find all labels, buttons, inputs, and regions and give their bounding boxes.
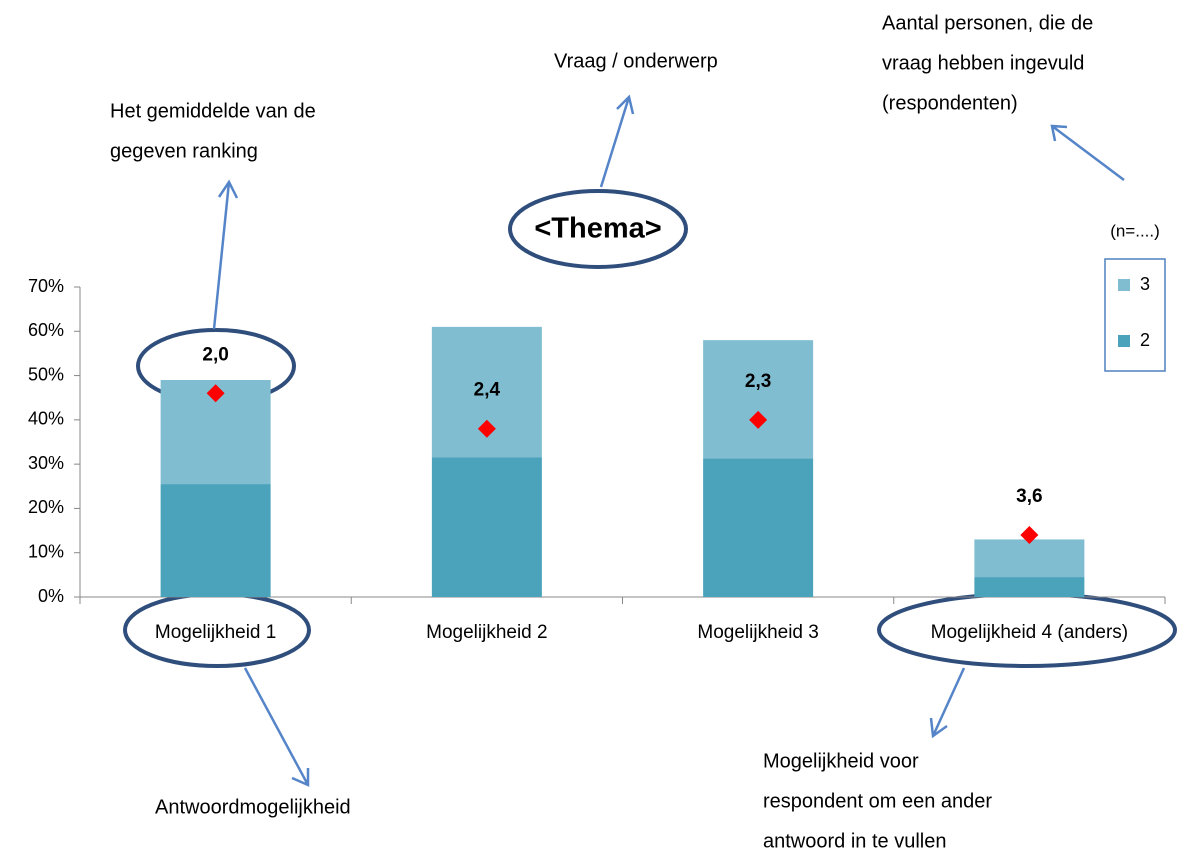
marker — [477, 419, 496, 438]
marker — [749, 410, 768, 429]
y-tick-label: 70% — [28, 276, 64, 296]
legend-label: 2 — [1140, 330, 1150, 350]
y-tick-label: 0% — [38, 586, 64, 606]
marker — [206, 384, 225, 403]
bar-segment — [160, 484, 271, 597]
bar-segment — [974, 539, 1085, 578]
annotation: Mogelijkheid voor — [763, 750, 919, 772]
data-label: 3,6 — [1016, 486, 1042, 507]
y-tick-label: 20% — [28, 497, 64, 517]
annotation: Antwoordmogelijkheid — [155, 796, 351, 818]
y-tick-label: 40% — [28, 409, 64, 429]
x-tick-label: Mogelijkheid 1 — [155, 622, 276, 643]
annotation: Het gemiddelde van de — [110, 100, 316, 122]
legend-swatch — [1118, 279, 1130, 291]
bar-segment — [703, 458, 814, 597]
data-label: 2,0 — [202, 344, 228, 365]
y-tick-label: 10% — [28, 541, 64, 561]
annotation: respondent om een ander — [763, 790, 992, 812]
marker — [1020, 526, 1039, 544]
annotation: Vraag / onderwerp — [554, 50, 718, 72]
legend-label: 3 — [1140, 274, 1150, 294]
y-tick-label: 60% — [28, 320, 64, 340]
bar-segment — [703, 340, 814, 459]
legend-swatch — [1118, 335, 1130, 347]
x-tick-label: Mogelijkheid 2 — [426, 622, 547, 643]
x-tick-label: Mogelijkheid 4 (anders) — [931, 622, 1129, 643]
data-label: 2,3 — [745, 371, 771, 392]
arrows — [212, 94, 1125, 787]
annotation: vraag hebben ingevuld — [882, 52, 1084, 74]
data-label: 2,4 — [474, 380, 501, 401]
chart-title: <Thema> — [534, 213, 661, 245]
title-ellipse — [508, 189, 688, 269]
annotation: antwoord in te vullen — [763, 830, 946, 852]
annotation: (respondenten) — [882, 92, 1018, 114]
x-tick-label: Mogelijkheid 3 — [697, 622, 818, 643]
legend-box — [1104, 258, 1166, 372]
bar-segment — [974, 577, 1085, 597]
y-tick-label: 50% — [28, 364, 64, 384]
legend-title: (n=....) — [1110, 221, 1160, 240]
annotation: Aantal personen, die de — [882, 12, 1093, 34]
bar-segment — [431, 457, 542, 597]
annotation: gegeven ranking — [110, 140, 258, 162]
y-tick-label: 30% — [28, 453, 64, 473]
